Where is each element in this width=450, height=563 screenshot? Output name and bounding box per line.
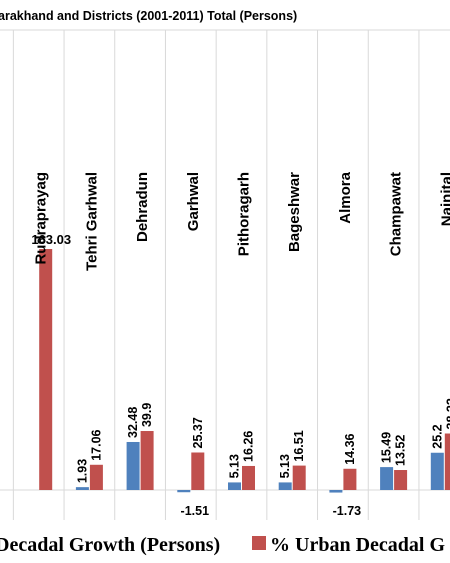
bar-decadal-growth: [126, 441, 140, 490]
data-label: 14.36: [343, 433, 357, 464]
gridlines: [0, 29, 450, 520]
data-label: 38.22: [444, 398, 450, 429]
legend-label-decadal-growth: Decadal Growth (Persons): [0, 534, 220, 556]
bar-urban-growth: [242, 465, 255, 490]
data-label: 16.26: [242, 431, 256, 462]
data-label: -1.73: [333, 504, 362, 518]
category-label: Bageshwar: [286, 172, 303, 252]
bar-decadal-growth: [380, 467, 394, 490]
bar-urban-growth: [343, 468, 357, 490]
data-label: 1.93: [75, 459, 89, 483]
data-label: 25.37: [191, 417, 205, 448]
bar-decadal-growth: [278, 482, 292, 490]
data-label: -1.51: [181, 504, 210, 518]
category-label: Pithoragarh: [236, 172, 253, 256]
category-label: Dehradun: [134, 172, 151, 242]
bar-decadal-growth: [75, 487, 89, 490]
data-label: 5.13: [228, 454, 242, 478]
data-label: 17.06: [89, 429, 103, 460]
data-label: 163.03: [31, 232, 71, 247]
legend: Decadal Growth (Persons) % Urban Decadal…: [0, 534, 445, 556]
bars: [39, 249, 450, 493]
bar-urban-growth: [394, 470, 408, 490]
bar-urban-growth: [89, 464, 103, 490]
data-label: 39.9: [140, 403, 154, 427]
data-label: 13.52: [394, 435, 408, 466]
category-label: Rudraprayag: [33, 172, 50, 265]
category-label: Tehri Garhwal: [83, 172, 100, 271]
bar-urban-growth: [39, 249, 53, 490]
data-label: 25.2: [430, 424, 444, 448]
bar-urban-growth: [140, 431, 154, 490]
category-label: Garhwal: [185, 172, 202, 231]
bar-urban-growth: [191, 452, 205, 490]
category-label: Nainital: [438, 172, 450, 226]
data-label: 16.51: [292, 430, 306, 461]
legend-swatch-urban-growth: [252, 536, 266, 550]
category-label: Champawat: [388, 172, 405, 256]
bar-urban-growth: [292, 465, 306, 490]
data-labels: 1.9332.48-1.515.135.13-1.7315.4925.233.4…: [31, 232, 450, 518]
bar-decadal-growth: [430, 452, 444, 490]
bar-decadal-growth: [228, 482, 241, 490]
bar-urban-growth: [444, 433, 450, 490]
category-labels: Rudraprayag Tehri Garhwal Dehradun Garhwal P…: [33, 171, 450, 271]
data-label: 5.13: [278, 454, 292, 478]
data-label: 15.49: [380, 432, 394, 463]
category-label: Almora: [337, 171, 354, 223]
bar-decadal-growth: [329, 490, 343, 493]
data-label: 32.48: [126, 407, 140, 438]
bar-decadal-growth: [177, 490, 191, 493]
legend-label-urban-growth: % Urban Decadal G: [270, 534, 445, 556]
chart-title: arakhand and Districts (2001-2011) Total…: [0, 9, 297, 23]
